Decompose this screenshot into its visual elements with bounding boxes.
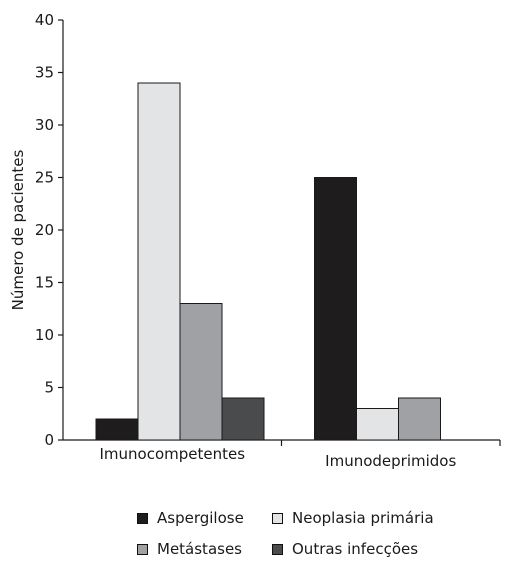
y-tick-label: 25	[35, 169, 54, 187]
y-tick-label: 0	[44, 431, 54, 449]
y-axis-label: Número de pacientes	[9, 149, 27, 310]
x-axis: Imunocompetentes Imunodeprimidos	[63, 440, 500, 470]
legend-row: Aspergilose Neoplasia primária	[137, 508, 497, 528]
legend-label-metastases: Metástases	[157, 540, 242, 558]
legend-swatch-neoplasia-primaria	[272, 513, 283, 524]
legend-swatch-aspergilose	[137, 513, 148, 524]
legend-label-neoplasia-primaria: Neoplasia primária	[292, 509, 434, 527]
y-tick-label: 10	[35, 326, 54, 344]
x-category-label: Imunodeprimidos	[325, 452, 456, 470]
legend-label-aspergilose: Aspergilose	[157, 509, 244, 527]
bar-chart: 0 5 10 15 20 25 30 35 40 Imunocompetentes Imunode…	[0, 0, 523, 500]
bar-neoplasia-primaria-imunocompetentes	[138, 83, 180, 440]
y-tick-label: 40	[35, 11, 54, 29]
legend-swatch-outras-infeccoes	[272, 544, 283, 555]
legend-item-neoplasia-primaria: Neoplasia primária	[272, 509, 434, 527]
y-tick-label: 35	[35, 64, 54, 82]
legend-label-outras-infeccoes: Outras infecções	[292, 540, 418, 558]
bar-aspergilose-imunocompetentes	[96, 419, 138, 440]
bar-metastases-imunodeprimidos	[399, 398, 441, 440]
bars	[96, 83, 441, 440]
y-tick-label: 15	[35, 274, 54, 292]
y-axis: 0 5 10 15 20 25 30 35 40	[35, 11, 63, 449]
y-tick-label: 5	[44, 379, 54, 397]
legend-item-outras-infeccoes: Outras infecções	[272, 540, 418, 558]
x-category-label: Imunocompetentes	[99, 445, 245, 463]
y-tick-label: 30	[35, 116, 54, 134]
legend-swatch-metastases	[137, 544, 148, 555]
bar-aspergilose-imunodeprimidos	[315, 178, 357, 441]
y-tick-label: 20	[35, 221, 54, 239]
bar-outras-infeccoes-imunocompetentes	[222, 398, 264, 440]
bar-metastases-imunocompetentes	[180, 304, 222, 441]
legend: Aspergilose Neoplasia primária Metástase…	[137, 508, 497, 570]
bar-neoplasia-primaria-imunodeprimidos	[357, 409, 399, 441]
legend-row: Metástases Outras infecções	[137, 539, 497, 559]
legend-item-metastases: Metástases	[137, 540, 272, 558]
legend-item-aspergilose: Aspergilose	[137, 509, 272, 527]
